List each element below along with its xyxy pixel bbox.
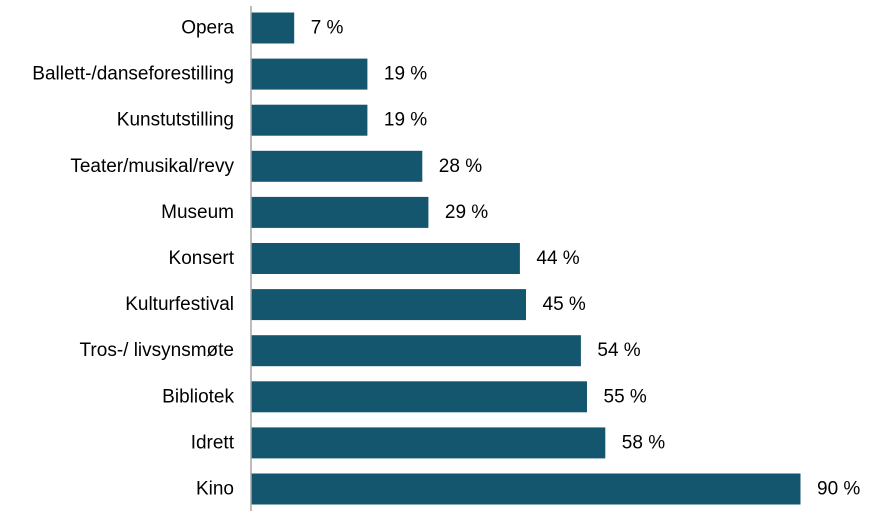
bar-4 bbox=[251, 196, 429, 228]
value-label: 29 % bbox=[445, 202, 488, 223]
category-label: Bibliotek bbox=[162, 386, 234, 407]
value-label: 58 % bbox=[622, 432, 665, 453]
category-label: Kulturfestival bbox=[125, 294, 234, 315]
category-label: Museum bbox=[161, 202, 234, 223]
bar-7 bbox=[251, 335, 581, 367]
category-label: Konsert bbox=[169, 248, 235, 269]
category-label: Ballett-/danseforestilling bbox=[32, 64, 234, 85]
category-label: Teater/musikal/revy bbox=[70, 156, 234, 177]
category-labels-group: Opera Ballett-/danseforestilling Kunstutst… bbox=[32, 18, 234, 500]
category-label: Idrett bbox=[191, 432, 235, 453]
value-label: 19 % bbox=[384, 64, 427, 85]
category-label: Kino bbox=[196, 479, 234, 500]
bar-3 bbox=[251, 150, 423, 182]
value-label: 19 % bbox=[384, 110, 427, 131]
bar-2 bbox=[251, 104, 368, 136]
bar-6 bbox=[251, 289, 526, 321]
bar-0 bbox=[251, 12, 295, 44]
value-label: 44 % bbox=[536, 248, 579, 269]
bar-9 bbox=[251, 427, 606, 459]
value-label: 55 % bbox=[604, 386, 647, 407]
value-label: 90 % bbox=[817, 479, 860, 500]
category-label: Opera bbox=[181, 18, 234, 39]
category-label: Tros-/ livsynsmøte bbox=[80, 340, 234, 361]
value-label: 7 % bbox=[311, 18, 344, 39]
bars-group bbox=[251, 12, 801, 505]
bar-8 bbox=[251, 381, 587, 413]
value-label: 54 % bbox=[597, 340, 640, 361]
bar-5 bbox=[251, 243, 520, 274]
bar-1 bbox=[251, 58, 368, 90]
value-label: 45 % bbox=[543, 294, 586, 315]
value-labels-group: 7 % 19 % 19 % 28 % 29 % 44 % 45 % 54 % 55 % 58 % 9… bbox=[311, 18, 861, 500]
bar-10 bbox=[251, 473, 801, 505]
category-label: Kunstutstilling bbox=[117, 110, 234, 131]
value-label: 28 % bbox=[439, 156, 482, 177]
